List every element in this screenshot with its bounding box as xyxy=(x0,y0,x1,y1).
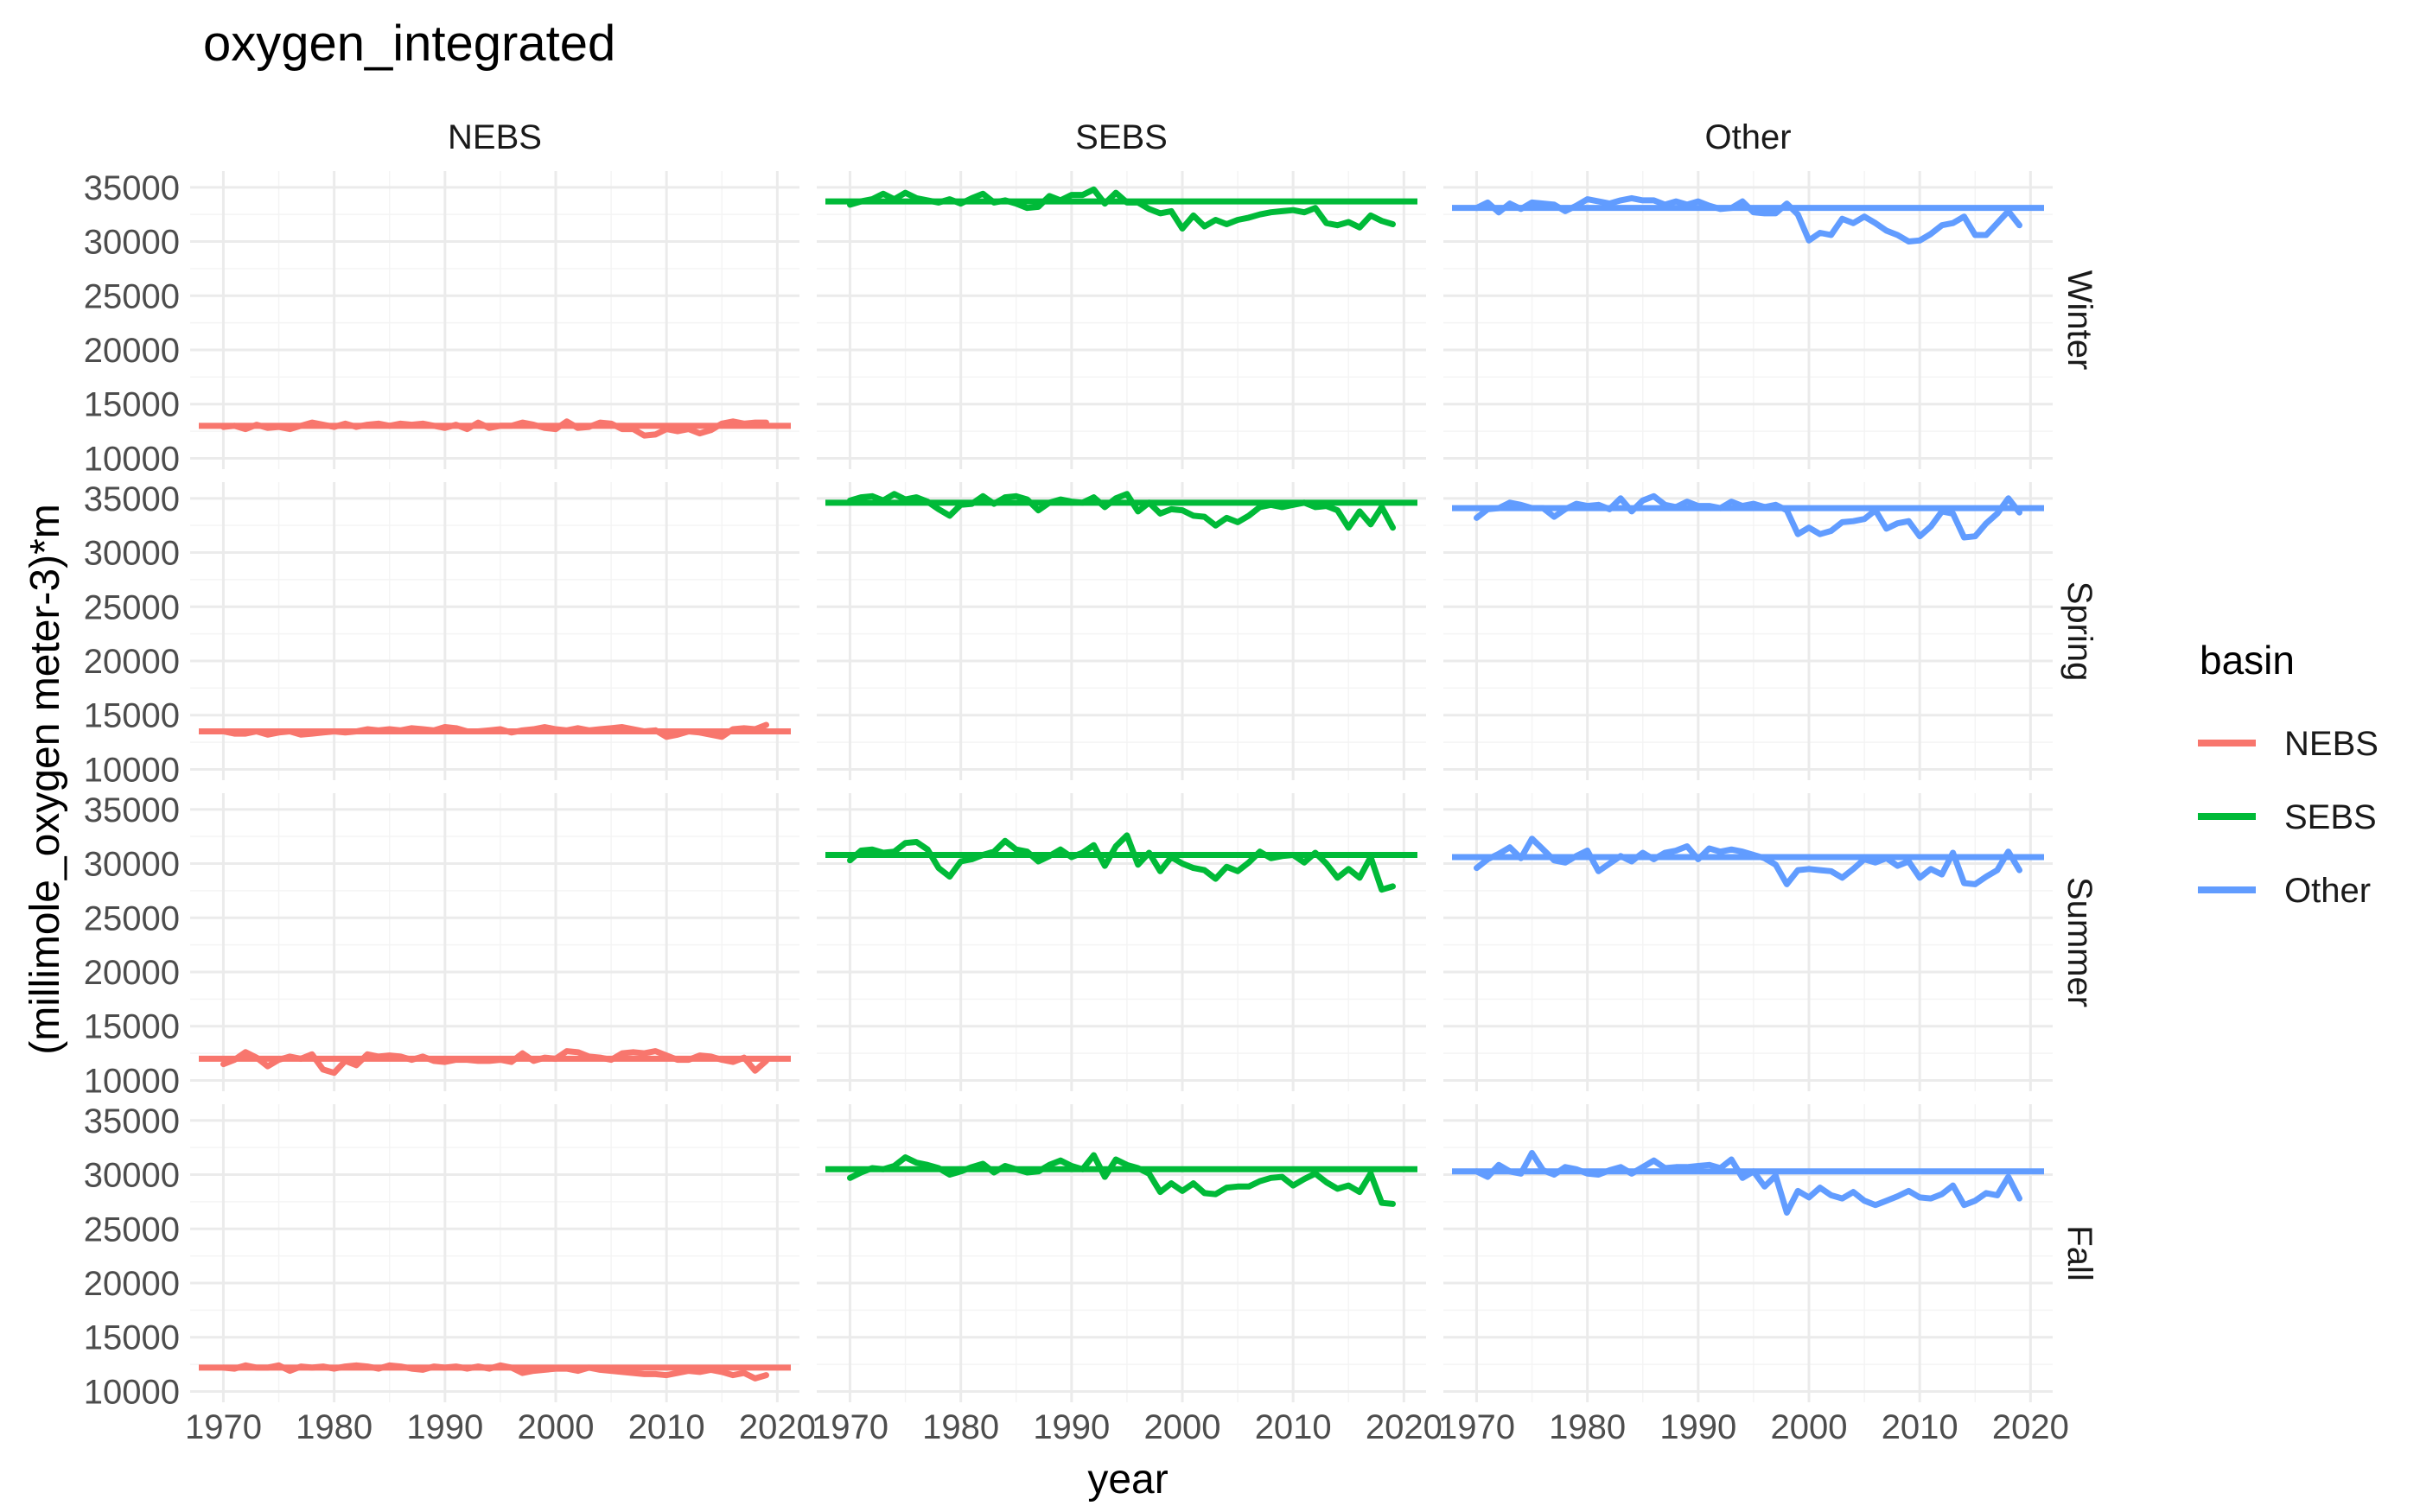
x-tick-label: 2010 xyxy=(1255,1408,1332,1446)
y-tick-label: 10000 xyxy=(84,751,180,789)
chart-title: oxygen_integrated xyxy=(203,16,615,72)
y-tick-label: 30000 xyxy=(84,535,180,573)
facet-label-other: Other xyxy=(1704,118,1791,156)
y-tick-label: 10000 xyxy=(84,1373,180,1411)
y-tick-label: 30000 xyxy=(84,846,180,884)
series-line-sebs-summer xyxy=(847,832,1396,893)
series-line-nebs-spring xyxy=(220,721,769,740)
series-line-sebs-spring xyxy=(847,491,1396,531)
x-tick-label: 1990 xyxy=(406,1408,483,1446)
facet-label-nebs: NEBS xyxy=(448,118,542,156)
y-tick-label: 20000 xyxy=(84,643,180,681)
y-tick-label: 25000 xyxy=(84,1210,180,1248)
x-tick-label: 1970 xyxy=(1438,1408,1515,1446)
series-line-nebs-summer xyxy=(220,1048,769,1077)
legend-label-other: Other xyxy=(2284,872,2371,910)
y-axis-title: (millimole_oxygen meter-3)*m xyxy=(22,504,68,1055)
x-tick-label: 1970 xyxy=(812,1408,888,1446)
y-tick-label: 20000 xyxy=(84,954,180,992)
y-tick-label: 35000 xyxy=(84,169,180,207)
series-line-nebs-fall xyxy=(220,1362,769,1382)
y-tick-label: 15000 xyxy=(84,1008,180,1046)
series-line-other-spring xyxy=(1474,492,2022,541)
y-tick-label: 15000 xyxy=(84,1319,180,1357)
x-tick-label: 2010 xyxy=(628,1408,705,1446)
legend-title: basin xyxy=(2200,638,2295,683)
x-tick-label: 2000 xyxy=(1144,1408,1221,1446)
x-tick-label: 1980 xyxy=(1549,1408,1626,1446)
y-tick-label: 10000 xyxy=(84,1062,180,1100)
y-tick-label: 35000 xyxy=(84,791,180,829)
series-line-other-summer xyxy=(1474,835,2022,887)
x-tick-label: 1990 xyxy=(1659,1408,1736,1446)
facet-label-fall: Fall xyxy=(2060,1225,2098,1280)
y-tick-label: 15000 xyxy=(84,386,180,424)
legend-label-nebs: NEBS xyxy=(2284,725,2379,763)
panel-grid: NEBS SEBS Other Winter Spring Summer Fall 10000… xyxy=(84,118,2098,1446)
x-tick-label: 1980 xyxy=(922,1408,999,1446)
y-tick-label: 30000 xyxy=(84,1157,180,1195)
facet-label-winter: Winter xyxy=(2060,270,2098,371)
x-tick-label: 2020 xyxy=(1366,1408,1442,1446)
y-tick-label: 25000 xyxy=(84,588,180,626)
x-tick-label: 2000 xyxy=(518,1408,595,1446)
y-tick-label: 15000 xyxy=(84,697,180,735)
series-line-other-winter xyxy=(1474,194,2022,245)
x-tick-label: 2020 xyxy=(739,1408,816,1446)
x-tick-label: 2020 xyxy=(1992,1408,2069,1446)
legend-label-sebs: SEBS xyxy=(2284,798,2377,836)
facet-label-summer: Summer xyxy=(2060,877,2098,1007)
x-tick-label: 1970 xyxy=(185,1408,262,1446)
y-tick-label: 35000 xyxy=(84,480,180,518)
y-tick-label: 20000 xyxy=(84,1265,180,1303)
y-tick-label: 25000 xyxy=(84,277,180,315)
x-axis-title: year xyxy=(1087,1457,1168,1502)
y-tick-label: 10000 xyxy=(84,440,180,478)
y-tick-label: 30000 xyxy=(84,224,180,262)
facet-label-spring: Spring xyxy=(2060,581,2098,682)
series-line-sebs-fall xyxy=(847,1152,1396,1207)
legend: basin NEBS SEBS Other xyxy=(2198,638,2379,910)
x-tick-label: 1980 xyxy=(296,1408,373,1446)
y-tick-label: 25000 xyxy=(84,899,180,937)
facet-label-sebs: SEBS xyxy=(1075,118,1168,156)
x-tick-label: 1990 xyxy=(1033,1408,1110,1446)
x-tick-label: 2010 xyxy=(1882,1408,1958,1446)
series-line-nebs-winter xyxy=(220,418,769,439)
series-line-other-fall xyxy=(1474,1150,2022,1216)
y-tick-label: 20000 xyxy=(84,332,180,370)
series-line-sebs-winter xyxy=(847,186,1396,232)
y-tick-label: 35000 xyxy=(84,1102,180,1140)
x-tick-label: 2000 xyxy=(1771,1408,1848,1446)
